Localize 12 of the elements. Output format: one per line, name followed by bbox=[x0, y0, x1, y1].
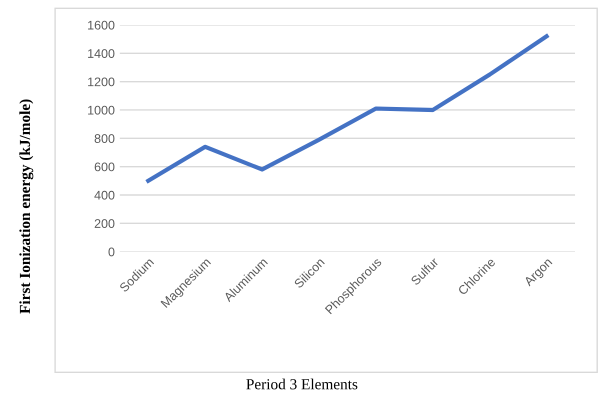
y-tick-label: 600 bbox=[94, 162, 114, 172]
y-tick-label: 0 bbox=[108, 247, 114, 256]
x-axis-title: Period 3 Elements bbox=[246, 378, 358, 390]
y-tick-label: 400 bbox=[94, 190, 114, 200]
y-tick-label: 1600 bbox=[88, 20, 114, 30]
y-tick-label: 1400 bbox=[88, 49, 114, 58]
y-tick-label: 1000 bbox=[88, 106, 114, 115]
y-tick-label: 800 bbox=[94, 134, 114, 143]
y-axis-title: First Ionization energy (kJ/mole) bbox=[19, 99, 34, 314]
line-series bbox=[146, 34, 549, 183]
y-tick-label: 200 bbox=[94, 219, 114, 228]
y-tick-label: 1200 bbox=[88, 77, 114, 86]
